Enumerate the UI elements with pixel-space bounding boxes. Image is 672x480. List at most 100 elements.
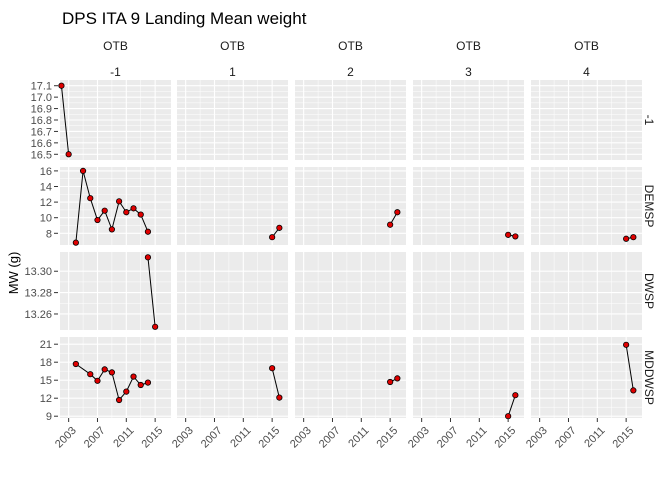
x-tick-label: 2011: [346, 425, 371, 450]
facet-label-row: DWSP: [642, 273, 656, 309]
data-point: [512, 392, 519, 399]
facet-panel: [413, 337, 524, 420]
data-point: [65, 151, 72, 158]
data-point: [512, 233, 519, 240]
data-point: [108, 226, 115, 233]
data-point: [137, 381, 144, 389]
facet-panel: [295, 167, 406, 245]
facet-label-top: OTB: [103, 39, 128, 53]
y-tick-label: 8: [46, 228, 52, 240]
data-point: [79, 167, 87, 174]
data-point: [123, 388, 130, 395]
y-axis-label: MW (g): [6, 252, 21, 295]
data-point: [137, 211, 144, 218]
x-tick-label: 2003: [406, 425, 432, 451]
y-tick-label: 12: [40, 197, 52, 209]
x-tick-label: 2007: [199, 425, 225, 451]
panel-background: [60, 252, 171, 330]
y-tick-label: 16.9: [31, 104, 52, 116]
facet-panel: [60, 167, 171, 246]
facet-panel: [60, 252, 171, 330]
data-point: [387, 378, 394, 386]
series-line: [625, 344, 634, 391]
data-point: [130, 373, 137, 380]
x-tick-label: 2011: [111, 425, 136, 450]
series-line: [75, 363, 149, 402]
data-point: [94, 216, 101, 224]
x-tick-label: 2003: [524, 425, 550, 451]
data-point: [630, 234, 637, 241]
y-tick-label: 14: [40, 182, 52, 194]
panel-background: [413, 252, 524, 330]
data-point: [101, 207, 108, 214]
facet-panel: [531, 167, 642, 245]
y-tick-label: 13.30: [24, 266, 52, 278]
x-tick-label: 2015: [375, 425, 401, 451]
series-line: [507, 395, 516, 417]
facet-panel: [531, 337, 642, 418]
facet-panel: [531, 80, 642, 160]
x-tick-label: 2007: [553, 425, 579, 451]
data-point: [144, 379, 152, 386]
panel-background: [60, 337, 171, 418]
x-tick-label: 2003: [170, 425, 196, 451]
series-line: [147, 257, 156, 327]
data-point: [623, 341, 630, 348]
facet-panel: [413, 80, 524, 160]
facet-label-row: DEMSP: [642, 185, 656, 228]
facet-panel: [295, 252, 406, 330]
data-point: [87, 195, 94, 202]
data-point: [72, 239, 79, 246]
panel-background: [295, 337, 406, 418]
x-tick-label: 2007: [435, 425, 461, 451]
data-point: [276, 394, 283, 401]
y-tick-label: 16.5: [31, 149, 52, 161]
facet-panel: [413, 167, 524, 245]
panel-background: [531, 167, 642, 245]
x-tick-label: 2007: [82, 425, 108, 451]
data-point: [152, 323, 159, 330]
y-tick-label: 17.0: [31, 92, 52, 104]
facet-label-bottom: 4: [583, 65, 590, 79]
x-tick-label: 2011: [464, 425, 489, 450]
data-point: [101, 366, 108, 373]
data-point: [108, 369, 115, 376]
facet-panel: [177, 167, 288, 245]
y-tick-label: 13.26: [24, 309, 52, 321]
facet-label-top: OTB: [338, 39, 363, 53]
x-tick-label: 2015: [257, 425, 283, 451]
facet-label-top: OTB: [574, 39, 599, 53]
facet-panel: [177, 80, 288, 160]
x-tick-label: 2003: [288, 425, 314, 451]
data-point: [58, 82, 65, 89]
series-line: [60, 85, 70, 155]
x-tick-label: 2011: [582, 425, 607, 450]
x-tick-label: 2015: [493, 425, 519, 451]
data-point: [87, 371, 94, 378]
series-line: [271, 368, 280, 398]
y-tick-label: 12: [40, 393, 52, 405]
facet-label-bottom: 1: [229, 65, 236, 79]
panel-background: [413, 337, 524, 418]
data-point: [72, 360, 79, 368]
data-point: [394, 209, 401, 216]
panel-background: [177, 167, 288, 245]
data-point: [130, 205, 137, 212]
y-tick-label: 16: [40, 166, 52, 178]
data-point: [116, 396, 123, 404]
data-point: [387, 221, 394, 228]
panel-background: [177, 337, 288, 418]
data-point: [116, 198, 123, 205]
data-point: [144, 254, 152, 261]
panel-background: [413, 167, 524, 245]
facet-panel: [413, 252, 524, 330]
data-point: [623, 235, 630, 242]
data-point: [123, 209, 130, 216]
facet-label-bottom: 2: [347, 65, 354, 79]
y-tick-label: 16.8: [31, 115, 52, 127]
facet-label-bottom: -1: [110, 65, 121, 79]
facet-label-top: OTB: [456, 39, 481, 53]
facet-panel: [177, 337, 288, 418]
panel-background: [531, 337, 642, 418]
